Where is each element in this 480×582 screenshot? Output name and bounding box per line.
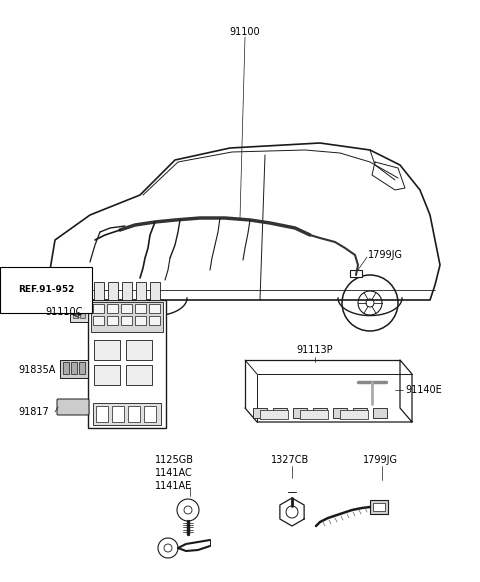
Bar: [333, 408, 347, 418]
Bar: [94, 340, 120, 360]
Bar: [60, 360, 88, 378]
Text: 1141AE: 1141AE: [155, 481, 192, 491]
Bar: [300, 410, 328, 419]
Bar: [107, 304, 118, 313]
Bar: [93, 403, 161, 425]
Bar: [91, 302, 163, 332]
Bar: [313, 408, 327, 418]
Text: 1141AC: 1141AC: [155, 468, 193, 478]
Text: 1799JG: 1799JG: [362, 455, 397, 465]
Bar: [70, 308, 88, 322]
Text: 91140E: 91140E: [405, 385, 442, 395]
Bar: [135, 304, 146, 313]
Bar: [121, 304, 132, 313]
Bar: [350, 270, 362, 277]
Bar: [340, 410, 368, 419]
Bar: [126, 365, 152, 385]
Bar: [93, 304, 104, 313]
Text: 91113P: 91113P: [297, 345, 333, 355]
Bar: [79, 362, 85, 374]
Text: 91817: 91817: [18, 407, 49, 417]
Bar: [80, 310, 85, 318]
Bar: [150, 282, 160, 300]
Text: 91110C: 91110C: [45, 307, 83, 317]
Bar: [128, 406, 140, 422]
Text: 91835A: 91835A: [18, 365, 55, 375]
Bar: [136, 282, 146, 300]
Bar: [96, 406, 108, 422]
FancyBboxPatch shape: [57, 399, 89, 415]
Bar: [108, 282, 118, 300]
Bar: [144, 406, 156, 422]
Text: 91100: 91100: [230, 27, 260, 37]
Bar: [373, 408, 387, 418]
Bar: [71, 362, 77, 374]
Bar: [94, 365, 120, 385]
Bar: [93, 316, 104, 325]
Bar: [73, 310, 78, 318]
Bar: [293, 408, 307, 418]
Bar: [88, 300, 166, 428]
Bar: [370, 500, 388, 514]
Bar: [94, 282, 104, 300]
Bar: [253, 408, 267, 418]
Text: 1327CB: 1327CB: [271, 455, 309, 465]
Text: 1125GB: 1125GB: [155, 455, 194, 465]
Bar: [135, 316, 146, 325]
Bar: [373, 503, 385, 511]
Bar: [273, 408, 287, 418]
Bar: [107, 316, 118, 325]
Bar: [121, 316, 132, 325]
Bar: [149, 304, 160, 313]
Bar: [63, 362, 69, 374]
Bar: [353, 408, 367, 418]
Text: 1799JG: 1799JG: [368, 250, 403, 260]
Bar: [260, 410, 288, 419]
Bar: [149, 316, 160, 325]
Bar: [112, 406, 124, 422]
Text: REF.91-952: REF.91-952: [18, 286, 74, 294]
Bar: [126, 340, 152, 360]
Bar: [122, 282, 132, 300]
